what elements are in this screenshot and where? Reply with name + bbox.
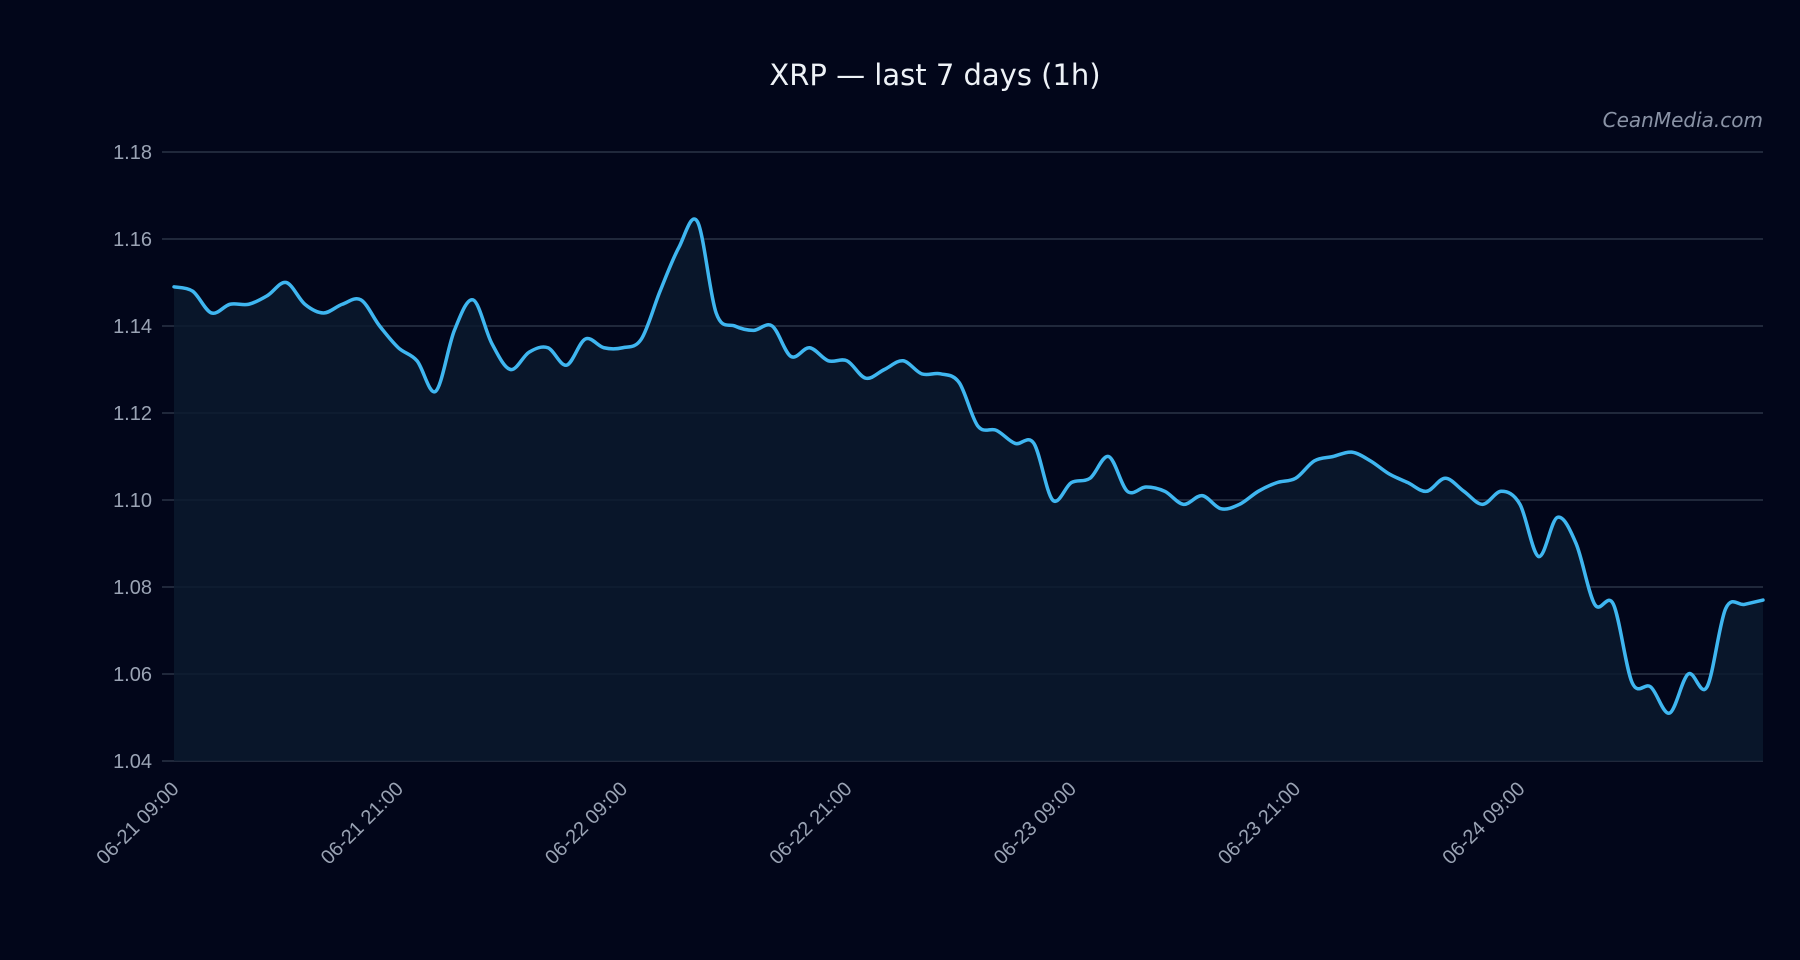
y-tick-label: 1.04 — [113, 751, 152, 773]
plot-area — [172, 217, 1765, 761]
x-tick-label: 06-22 21:00 — [765, 778, 856, 869]
x-tick-label: 06-24 09:00 — [1438, 778, 1529, 869]
y-tick-label: 1.06 — [113, 664, 152, 686]
series-line — [172, 217, 1765, 715]
y-axis-ticks: 1.04 1.06 1.08 1.10 1.12 1.14 1.16 1.18 — [113, 142, 152, 773]
x-tick-label: 06-23 09:00 — [990, 778, 1081, 869]
chart-title: XRP — last 7 days (1h) — [769, 58, 1100, 92]
area-fill — [174, 218, 1763, 761]
y-tick-label: 1.10 — [113, 490, 152, 512]
x-tick-label: 06-22 09:00 — [541, 778, 632, 869]
y-tick-label: 1.08 — [113, 577, 152, 599]
x-tick-label: 06-23 21:00 — [1214, 778, 1305, 869]
y-tick-label: 1.18 — [113, 142, 152, 164]
x-tick-label: 06-21 21:00 — [317, 778, 408, 869]
watermark: CeanMedia.com — [1603, 108, 1763, 132]
x-axis-ticks: 06-21 09:00 06-21 21:00 06-22 09:00 06-22 2… — [92, 778, 1529, 869]
y-tick-label: 1.16 — [113, 229, 152, 251]
x-tick-label: 06-21 09:00 — [92, 778, 183, 869]
y-tick-label: 1.12 — [113, 403, 152, 425]
y-tick-label: 1.14 — [113, 316, 152, 338]
